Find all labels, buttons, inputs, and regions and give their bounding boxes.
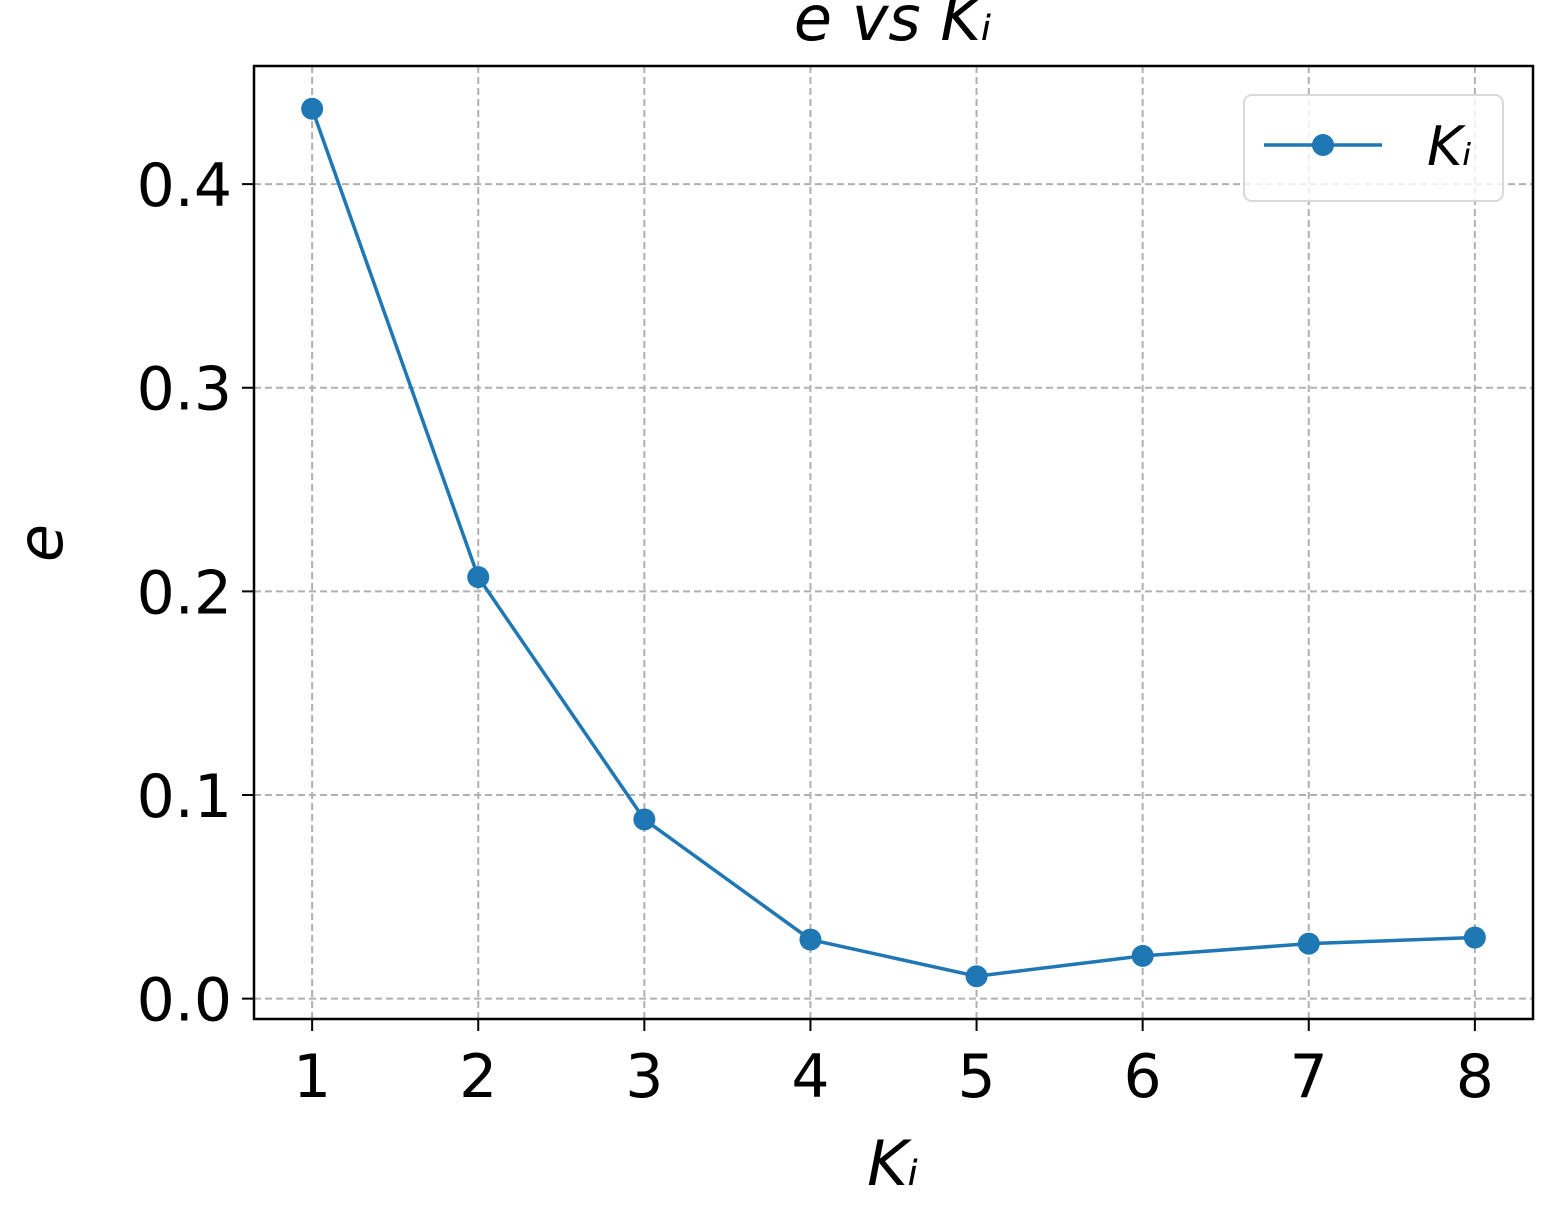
x-tick-label: 7 — [1290, 1042, 1328, 1112]
data-point — [965, 965, 988, 988]
data-point — [1297, 932, 1320, 955]
y-axis-label: e — [4, 524, 77, 562]
y-tick-label: 0.4 — [137, 151, 232, 221]
x-tick-label: 2 — [459, 1042, 497, 1112]
x-axis-label: Kᵢ — [867, 1127, 919, 1200]
x-tick-label: 6 — [1124, 1042, 1162, 1112]
y-tick-label: 0.3 — [137, 355, 232, 425]
x-tick-label: 1 — [293, 1042, 331, 1112]
legend-marker — [1312, 134, 1334, 156]
plot-frame — [252, 64, 1535, 1021]
x-tick-label: 4 — [791, 1042, 829, 1112]
x-tick-label: 5 — [957, 1042, 995, 1112]
legend-label: Kᵢ — [1427, 115, 1472, 178]
data-point — [1463, 926, 1486, 949]
legend-box — [1243, 94, 1504, 202]
data-point — [467, 566, 490, 589]
y-tick-label: 0.0 — [137, 966, 232, 1036]
data-point — [1131, 944, 1154, 967]
chart-title: e vs Kᵢ — [794, 0, 992, 55]
data-point — [799, 928, 822, 951]
y-tick-label: 0.2 — [137, 558, 232, 628]
series-line — [310, 108, 1475, 979]
data-point — [633, 808, 656, 831]
data-point — [301, 97, 324, 120]
x-tick-label: 8 — [1456, 1042, 1494, 1112]
x-tick-label: 3 — [625, 1042, 663, 1112]
y-tick-label: 0.1 — [137, 762, 232, 832]
legend: Kᵢ — [1243, 94, 1504, 202]
